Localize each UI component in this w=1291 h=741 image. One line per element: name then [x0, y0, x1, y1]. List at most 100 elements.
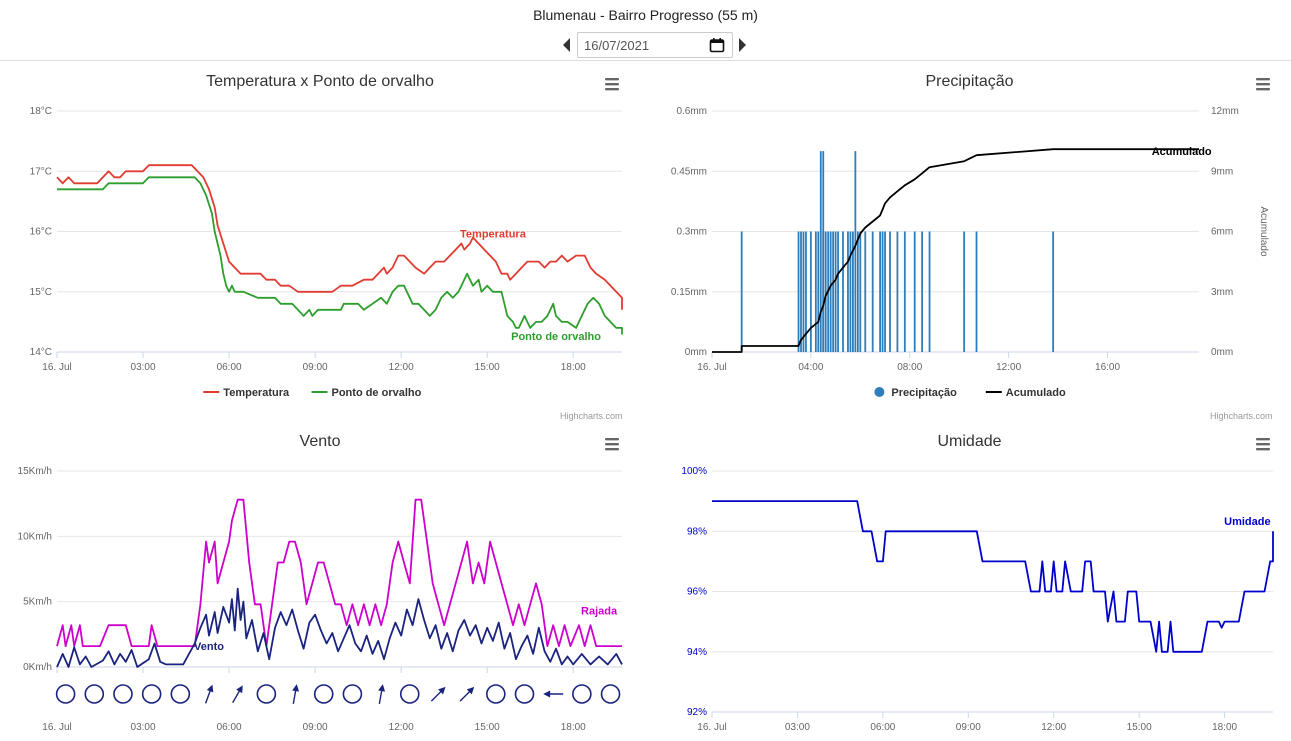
menu-bar: [1256, 78, 1270, 81]
y-tick-label: 15Km/h: [18, 466, 52, 477]
legend-item[interactable]: Precipitação: [874, 387, 957, 399]
x-tick-label: 04:00: [798, 362, 823, 373]
legend-label: Precipitação: [891, 387, 957, 399]
chart-menu-icon[interactable]: [1256, 78, 1270, 91]
y-tick-label: 0.45mm: [671, 166, 707, 177]
arrow-head: [236, 685, 243, 694]
y-tick-label: 96%: [687, 587, 707, 598]
wind-direction-arrow: [232, 685, 243, 704]
menu-bar: [1256, 88, 1270, 91]
chart-menu-icon[interactable]: [605, 78, 619, 91]
x-tick-label: 06:00: [217, 722, 242, 733]
menu-bar: [605, 78, 619, 81]
date-input[interactable]: [577, 32, 733, 58]
y-tick-label: 0.3mm: [676, 227, 707, 238]
arrow-head: [378, 684, 386, 692]
menu-bar: [1256, 83, 1270, 86]
chart-menu-icon[interactable]: [605, 438, 619, 451]
series-line: [56, 164, 623, 310]
x-tick-label: 12:00: [389, 362, 414, 373]
x-tick-label: 08:00: [897, 362, 922, 373]
chart-menu-icon[interactable]: [1256, 438, 1270, 451]
series-label: Vento: [194, 641, 224, 653]
wind-calm-marker: [342, 684, 363, 704]
x-tick-label: 18:00: [1212, 722, 1237, 733]
arrow-head: [466, 686, 475, 695]
y-tick-label: 17°C: [30, 166, 52, 177]
wind-calm-marker: [514, 684, 535, 704]
wind-chart: Vento 0Km/h 5Km/h 10Km/h 15Km/h 16. Jul 03:00 0…: [0, 422, 640, 741]
menu-bar: [605, 448, 619, 451]
x-tick-label: 12:00: [389, 722, 414, 733]
arrow-head: [206, 684, 214, 693]
series-label: Temperatura: [460, 229, 527, 241]
y2-tick-label: 6mm: [1211, 227, 1233, 238]
wind-direction-arrow: [378, 684, 386, 704]
y-tick-label: 5Km/h: [23, 597, 52, 608]
wind-calm-marker: [141, 684, 162, 704]
wind-direction-arrow: [459, 686, 475, 702]
y-tick-label: 15°C: [30, 287, 52, 298]
wind-calm-marker: [170, 684, 191, 704]
series-line: [56, 498, 622, 647]
x-tick-label: 16:00: [1095, 362, 1120, 373]
legend-item[interactable]: Temperatura: [203, 387, 290, 399]
series-label: Acumulado: [1152, 146, 1212, 158]
arrow-head: [292, 684, 300, 692]
legend-label: Acumulado: [1006, 387, 1066, 399]
x-tick-label: 09:00: [303, 722, 328, 733]
arrow-head: [543, 690, 551, 698]
x-tick-label: 09:00: [303, 362, 328, 373]
legend-label: Ponto de orvalho: [332, 387, 422, 399]
y-tick-label: 94%: [687, 647, 707, 658]
wind-calm-marker: [84, 684, 105, 704]
wind-calm-marker: [399, 684, 420, 704]
menu-bar: [605, 438, 619, 441]
y-tick-label: 0.6mm: [676, 106, 707, 117]
x-tick-label: 16. Jul: [697, 362, 726, 373]
x-tick-label: 03:00: [131, 722, 156, 733]
caret-left-icon: [563, 38, 570, 52]
legend-symbol: [874, 387, 885, 397]
y-tick-label: 98%: [687, 526, 707, 537]
series-line: [56, 587, 623, 668]
humidity-chart-svg: Umidade 92% 94% 96% 98% 100% 16. Jul 03:00 06:00…: [681, 433, 1274, 733]
x-tick-label: 16. Jul: [697, 722, 726, 733]
wind-calm-marker: [600, 684, 621, 704]
temperature-chart: Temperatura x Ponto de orvalho 14°C 15°C 16…: [0, 62, 640, 422]
menu-bar: [1256, 438, 1270, 441]
y2-tick-label: 3mm: [1211, 287, 1233, 298]
x-tick-label: 09:00: [956, 722, 981, 733]
wind-calm-marker: [256, 684, 277, 704]
station-title: Blumenau - Bairro Progresso (55 m): [533, 7, 758, 23]
humidity-chart: Umidade 92% 94% 96% 98% 100% 16. Jul 03:00 06:00…: [648, 422, 1291, 741]
y-tick-label: 100%: [681, 466, 707, 477]
chart-title: Temperatura x Ponto de orvalho: [206, 73, 434, 90]
menu-bar: [605, 83, 619, 86]
chart-title: Vento: [300, 433, 341, 450]
x-tick-label: 16. Jul: [42, 722, 71, 733]
calendar-icon[interactable]: [709, 37, 725, 53]
y-tick-label: 18°C: [30, 106, 52, 117]
arrow-head: [438, 686, 446, 695]
wind-calm-marker: [55, 684, 76, 704]
wind-calm-marker: [572, 684, 592, 704]
legend-item[interactable]: Ponto de orvalho: [311, 387, 422, 399]
x-tick-label: 03:00: [785, 722, 810, 733]
menu-bar: [605, 443, 619, 446]
highcharts-credit[interactable]: Highcharts.com: [1210, 411, 1273, 421]
previous-day-button[interactable]: [562, 38, 572, 52]
y2-tick-label: 12mm: [1211, 106, 1239, 117]
next-day-button[interactable]: [737, 38, 747, 52]
y2-tick-label: 0mm: [1211, 347, 1233, 358]
y-tick-label: 14°C: [30, 347, 52, 358]
legend-item[interactable]: Acumulado: [985, 387, 1066, 399]
y2-tick-label: 9mm: [1211, 166, 1233, 177]
series-line: [57, 176, 623, 335]
highcharts-credit[interactable]: Highcharts.com: [560, 411, 623, 421]
wind-direction-arrow: [430, 686, 446, 702]
x-tick-label: 15:00: [475, 362, 500, 373]
page-header: Blumenau - Bairro Progresso (55 m): [0, 0, 1291, 61]
temperature-chart-svg: Temperatura x Ponto de orvalho 14°C 15°C 16…: [30, 73, 623, 399]
chart-title: Umidade: [937, 433, 1001, 450]
